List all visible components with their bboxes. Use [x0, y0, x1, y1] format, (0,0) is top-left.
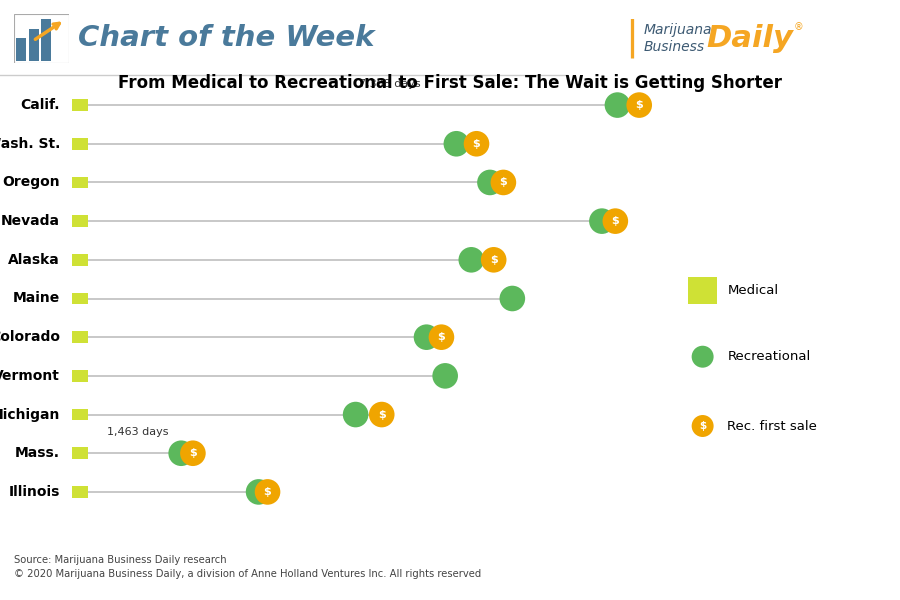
Point	[434, 332, 448, 342]
Text: $: $	[189, 448, 197, 458]
Text: 2012: 2012	[20, 448, 51, 458]
Point	[482, 178, 497, 187]
Text: 1999: 1999	[20, 293, 51, 304]
Point	[632, 100, 646, 110]
Bar	[72, 254, 88, 266]
Text: Oregon: Oregon	[3, 175, 60, 190]
Text: Calif.: Calif.	[21, 98, 60, 112]
Bar	[29, 29, 39, 61]
Text: $: $	[490, 255, 498, 265]
Text: |: |	[626, 19, 638, 58]
Text: Recreational: Recreational	[727, 350, 811, 363]
Text: $: $	[635, 100, 644, 110]
Text: Business: Business	[644, 40, 705, 54]
Text: 2013: 2013	[20, 487, 51, 497]
Text: 7,308 days: 7,308 days	[359, 79, 420, 89]
Point	[496, 178, 510, 187]
Bar	[72, 293, 88, 304]
Text: 1998: 1998	[20, 139, 51, 149]
Point	[449, 139, 464, 149]
Point	[185, 448, 200, 458]
Text: 1,463 days: 1,463 days	[107, 427, 168, 437]
Text: 1996: 1996	[20, 100, 51, 110]
Text: Daily: Daily	[706, 24, 794, 53]
Bar	[41, 19, 51, 61]
Point	[251, 487, 266, 497]
Bar	[72, 331, 88, 343]
Text: Rec. first sale: Rec. first sale	[727, 419, 817, 433]
Point	[595, 217, 609, 226]
Text: $: $	[378, 410, 385, 419]
Point	[469, 139, 483, 149]
Text: Medical: Medical	[727, 284, 778, 297]
Text: $: $	[472, 139, 481, 149]
Text: Maine: Maine	[13, 292, 60, 305]
Bar	[72, 138, 88, 149]
Text: Vermont: Vermont	[0, 369, 60, 383]
Point	[348, 410, 363, 419]
Text: Illinois: Illinois	[9, 485, 60, 499]
Bar	[72, 409, 88, 421]
Text: ®: ®	[794, 22, 804, 32]
Text: $: $	[500, 178, 508, 187]
Point	[438, 371, 453, 380]
Point	[505, 293, 519, 303]
Text: Alaska: Alaska	[8, 253, 60, 267]
Text: Wash. St.: Wash. St.	[0, 137, 60, 151]
Text: Mass.: Mass.	[15, 446, 60, 460]
Point	[608, 217, 623, 226]
Point	[696, 352, 710, 361]
Point	[374, 410, 389, 419]
Point	[464, 255, 479, 265]
Text: $: $	[699, 421, 707, 431]
Point	[419, 332, 434, 342]
Point	[174, 448, 188, 458]
Point	[696, 421, 710, 431]
Text: Colorado: Colorado	[0, 330, 60, 344]
Point	[610, 100, 625, 110]
Bar	[72, 99, 88, 111]
Bar	[72, 486, 88, 498]
Bar	[688, 277, 717, 304]
Text: 2004: 2004	[20, 371, 51, 381]
Text: $: $	[611, 216, 619, 226]
Bar	[72, 176, 88, 188]
Text: Chart of the Week: Chart of the Week	[78, 25, 374, 52]
Text: 2008: 2008	[20, 410, 51, 419]
Text: $: $	[264, 487, 272, 497]
Text: Marijuana: Marijuana	[644, 23, 712, 37]
Bar	[72, 215, 88, 227]
Point	[260, 487, 274, 497]
Text: $: $	[437, 332, 446, 342]
Text: Nevada: Nevada	[1, 214, 60, 228]
Point	[487, 255, 501, 265]
Text: Source: Marijuana Business Daily research
© 2020 Marijuana Business Daily, a div: Source: Marijuana Business Daily researc…	[14, 555, 481, 579]
Text: Michigan: Michigan	[0, 407, 60, 422]
Bar	[72, 370, 88, 382]
Bar	[72, 448, 88, 459]
Bar	[16, 38, 26, 61]
Text: 2000: 2000	[20, 332, 51, 342]
Text: From Medical to Recreational to First Sale: The Wait is Getting Shorter: From Medical to Recreational to First Sa…	[118, 74, 782, 92]
